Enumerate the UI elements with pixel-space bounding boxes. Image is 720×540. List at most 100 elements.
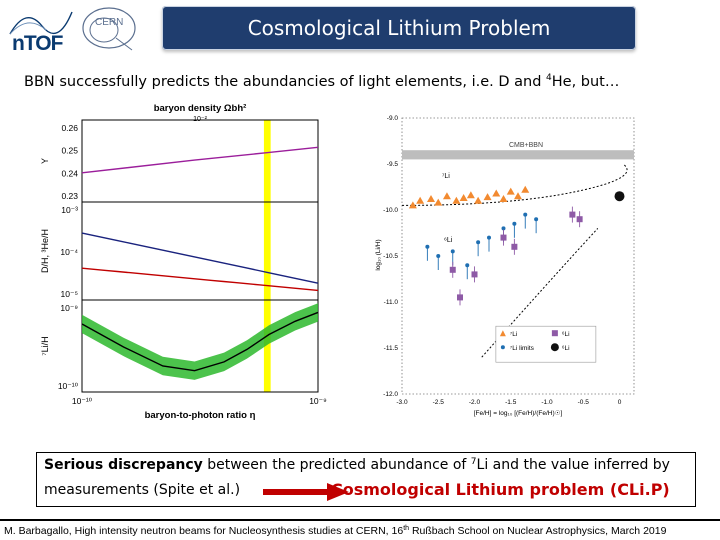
panel-0-ytick-3: 0.23 — [61, 191, 78, 201]
cern-logo: CERN — [82, 7, 136, 51]
plot-frame — [401, 117, 635, 395]
li6-trend-curve — [481, 228, 599, 358]
series-2-point-3 — [500, 234, 507, 241]
series-1-point-4 — [476, 240, 481, 245]
legend-box — [495, 325, 597, 363]
discrepancy-line-2: measurements (Spite et al.) — [44, 482, 241, 498]
panel-1-ytick-0: 10⁻³ — [61, 205, 78, 215]
y-tick-label-4: -11.0 — [384, 299, 399, 306]
series-2-point-0 — [449, 266, 456, 273]
panel-1-series-1 — [81, 267, 319, 292]
legend-label-0: ⁷Li — [510, 331, 517, 338]
x-tick-label-0: 10⁻¹⁰ — [72, 396, 93, 406]
intro-sup: 4 — [546, 73, 552, 83]
clip-label: Cosmological Lithium problem (CLi.P) — [331, 480, 670, 499]
series-0-point-14 — [521, 185, 530, 193]
series-1-point-5 — [487, 235, 491, 240]
x-tick-label-3: -1.5 — [505, 399, 517, 406]
series-1-point-1 — [436, 254, 441, 258]
series-0-point-4 — [442, 192, 451, 200]
x-axis-label: baryon-to-photon ratio η — [145, 410, 256, 421]
x-tick-label-4: -1.0 — [541, 399, 553, 406]
series-3-point-0 — [614, 191, 625, 202]
y-tick-label-6: -12.0 — [383, 391, 398, 398]
series-1-point-9 — [534, 217, 539, 222]
lithium-metallicity-chart: CMB+BBN ⁷Li ⁶Li ⁷Li ⁷Li limits ⁶Li ⁶Li -3.0 -2.5… — [375, 115, 635, 417]
panel-1-ylabel: D/H, ³He/H — [40, 229, 50, 273]
series-1-point-0 — [425, 244, 430, 249]
cmb-bbn-band — [402, 150, 634, 160]
panel-1-series-0 — [81, 232, 319, 284]
series-2-point-5 — [569, 211, 576, 218]
series-1-point-8 — [523, 212, 528, 217]
legend-label-2: ⁶Li — [562, 331, 570, 338]
x-tick-label-6: 0 — [618, 399, 622, 406]
series-0-point-6 — [459, 194, 468, 202]
series-0-point-1 — [416, 196, 425, 204]
y-tick-label-0: -9.0 — [387, 115, 399, 122]
series-2-point-1 — [457, 294, 463, 301]
legend-marker-2 — [551, 330, 558, 337]
title-bar: Cosmological Lithium Problem — [162, 6, 636, 50]
x-tick-label-5: -0.5 — [578, 399, 590, 406]
discrepancy-li: Li — [476, 457, 489, 473]
highlight-band — [263, 120, 271, 392]
legend-marker-0 — [499, 330, 506, 337]
annotation-li6: ⁶Li — [444, 237, 453, 244]
legend-label-1: ⁷Li limits — [510, 345, 535, 352]
panel-0-ytick-1: 0.25 — [61, 146, 78, 156]
footer-text-2: Rußbach School on Nuclear Astrophysics, … — [409, 525, 667, 537]
series-0-point-2 — [427, 194, 435, 202]
y-tick-label-3: -10.5 — [383, 253, 398, 260]
series-1-point-6 — [501, 226, 506, 231]
top-axis-label: baryon density Ωbh² — [154, 103, 247, 114]
series-2-point-4 — [511, 243, 518, 250]
series-0-point-9 — [483, 193, 492, 201]
footer-text-1: M. Barbagallo, High intensity neutron be… — [4, 525, 404, 537]
legend-marker-3 — [550, 343, 559, 352]
panel-frame-1 — [81, 201, 319, 301]
y-axis-label: log₁₀ (Li/H) — [375, 239, 382, 270]
panel-0-ylabel: Y — [40, 158, 50, 164]
series-0-point-5 — [452, 196, 461, 204]
legend-marker-1 — [500, 345, 505, 350]
series-0-point-11 — [499, 194, 508, 202]
panel-frame-2 — [81, 299, 319, 393]
y-tick-label-5: -11.5 — [384, 345, 399, 352]
series-0-point-8 — [474, 196, 483, 204]
footer: M. Barbagallo, High intensity neutron be… — [4, 525, 666, 537]
discrepancy-text-2: and the value inferred by — [488, 457, 670, 473]
x-tick-label-2: -2.0 — [469, 399, 481, 406]
panel-2-ytick-0: 10⁻⁹ — [60, 303, 78, 313]
annotation-li7: ⁷Li — [442, 173, 450, 180]
series-1-point-7 — [512, 221, 517, 226]
page-title: Cosmological Lithium Problem — [247, 16, 551, 40]
series-0-point-12 — [506, 187, 515, 195]
y-tick-label-2: -10.0 — [383, 207, 398, 214]
ntof-logo-text: nTOF — [12, 32, 63, 55]
y-tick-label-1: -9.5 — [387, 161, 399, 168]
series-1-point-2 — [450, 249, 455, 254]
intro-text-before: BBN successfully predicts the abundancie… — [24, 74, 547, 90]
x-tick-label-1: 10⁻⁹ — [309, 396, 327, 406]
series-2-point-2 — [471, 271, 478, 278]
discrepancy-text-1: between the predicted abundance of — [202, 457, 471, 473]
series-0-point-7 — [466, 191, 475, 199]
series-0-point-13 — [514, 192, 522, 200]
discrepancy-sup: 7 — [470, 457, 477, 467]
series-1-point-3 — [465, 263, 470, 268]
bbn-abundance-chart: baryon density Ωbh²10⁻²0.260.250.240.23Y… — [40, 103, 327, 421]
intro-text-after: He, but… — [551, 74, 620, 90]
panel-2-ylabel: ⁷Li/H — [40, 336, 50, 355]
x-tick-label-0: -3.0 — [396, 399, 408, 406]
panel-0-ytick-0: 0.26 — [61, 123, 78, 133]
series-0-point-3 — [434, 198, 443, 206]
ntof-logo — [9, 11, 73, 35]
li-uncertainty-band — [82, 303, 318, 380]
panel-2-ytick-1: 10⁻¹⁰ — [58, 381, 79, 391]
discrepancy-box: Serious discrepancy between the predicte… — [36, 452, 696, 507]
cern-logo-text: CERN — [95, 17, 123, 28]
series-0-point-0 — [408, 201, 417, 209]
footer-sup: th — [403, 525, 410, 532]
legend-label-3: ⁶Li — [562, 345, 570, 352]
